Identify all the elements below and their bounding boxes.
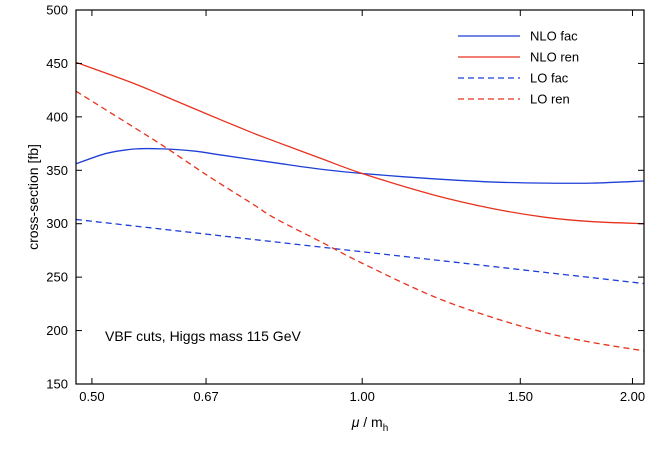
legend-label: LO fac <box>530 71 569 86</box>
y-tick-label: 250 <box>46 270 68 285</box>
x-tick-label: 0.50 <box>79 389 104 404</box>
series-line-lo-ren <box>75 90 645 352</box>
y-tick-label: 150 <box>46 377 68 392</box>
series-line-nlo-fac <box>75 147 645 184</box>
x-axis-label-sep: / <box>359 414 371 430</box>
y-tick-label: 500 <box>46 3 68 18</box>
x-axis-label-m: m <box>371 414 383 430</box>
y-tick-label: 350 <box>46 163 68 178</box>
series-line-lo-fac <box>75 218 645 285</box>
y-tick-label: 450 <box>46 56 68 71</box>
y-tick-label: 400 <box>46 109 68 124</box>
chart-annotation: VBF cuts, Higgs mass 115 GeV <box>105 328 301 344</box>
y-axis-label: cross-section [fb] <box>25 144 41 250</box>
x-tick-label: 2.00 <box>620 389 645 404</box>
ticks-layer: 150 200 250 300 350 400 450 500 0.50 0.67 1.00 1.50… <box>46 3 645 405</box>
x-tick-label: 1.50 <box>508 389 533 404</box>
series-line-nlo-ren <box>75 61 645 225</box>
series-layer <box>75 61 645 352</box>
legend-label: NLO fac <box>530 29 578 44</box>
y-tick-label: 300 <box>46 216 68 231</box>
legend-label: LO ren <box>530 92 570 107</box>
plot-frame <box>75 9 645 385</box>
x-tick-label: 1.00 <box>350 389 375 404</box>
legend: NLO fac NLO ren LO fac LO ren <box>458 29 579 107</box>
legend-label: NLO ren <box>530 50 579 65</box>
x-axis-label-mu: μ <box>351 414 360 430</box>
x-tick-label: 0.67 <box>193 389 218 404</box>
x-axis-label-sub: h <box>383 423 389 434</box>
x-axis-label: μ / mh <box>351 414 389 434</box>
y-tick-label: 200 <box>46 323 68 338</box>
